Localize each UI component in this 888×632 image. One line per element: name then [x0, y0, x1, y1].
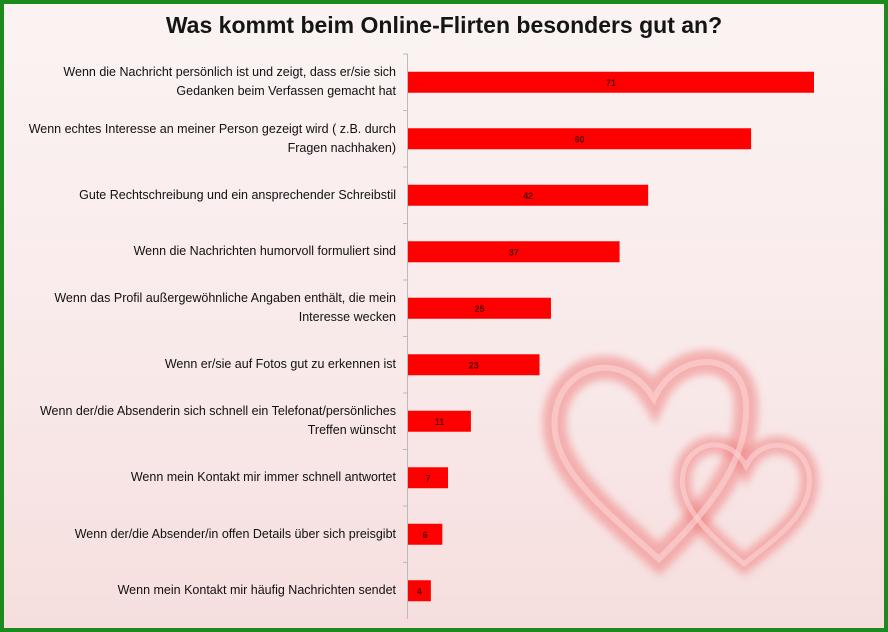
bar-value-label: 4	[417, 586, 422, 596]
chart-title: Was kommt beim Online-Flirten besonders …	[165, 12, 723, 38]
category-label: Wenn mein Kontakt mir immer schnell antw…	[130, 470, 396, 485]
bar	[408, 241, 620, 263]
bar	[408, 467, 449, 489]
bar-value-label: 37	[509, 247, 519, 257]
bar-value-label: 42	[523, 191, 533, 201]
category-label: Wenn mein Kontakt mir häufig Nachrichten…	[117, 583, 396, 598]
bar-value-label: 6	[423, 530, 428, 540]
category-label: Wenn die Nachrichten humorvoll formulier…	[133, 244, 396, 259]
bar	[408, 71, 814, 93]
category-label: Wenn die Nachricht persönlich ist und ze…	[63, 65, 396, 99]
bar	[408, 354, 540, 376]
bar-value-label: 60	[575, 134, 585, 144]
category-label: Wenn er/sie auf Fotos gut zu erkennen is…	[164, 357, 396, 372]
hearts-decoration	[542, 350, 819, 576]
bar-value-label: 23	[469, 360, 479, 370]
bar-chart-plot: 71 60 42 37 25 23 11 7 6 4	[403, 53, 814, 619]
category-label: Wenn echtes Interesse an meiner Person g…	[28, 121, 396, 155]
bar	[408, 184, 649, 206]
bar-value-label: 11	[435, 417, 445, 427]
bar	[408, 297, 551, 319]
bar	[408, 580, 431, 602]
bar-value-label: 71	[606, 78, 616, 88]
category-label: Wenn der/die Absender/in offen Details ü…	[74, 526, 396, 541]
bar	[408, 523, 443, 545]
category-label: Gute Rechtschreibung und ein ansprechend…	[79, 187, 396, 202]
category-label: Wenn das Profil außergewöhnliche Angaben…	[54, 291, 396, 325]
bar-value-label: 7	[426, 473, 431, 483]
bar-value-label: 25	[474, 304, 484, 314]
category-label: Wenn der/die Absenderin sich schnell ein…	[39, 404, 396, 438]
bar	[408, 410, 471, 432]
bar	[408, 128, 752, 150]
